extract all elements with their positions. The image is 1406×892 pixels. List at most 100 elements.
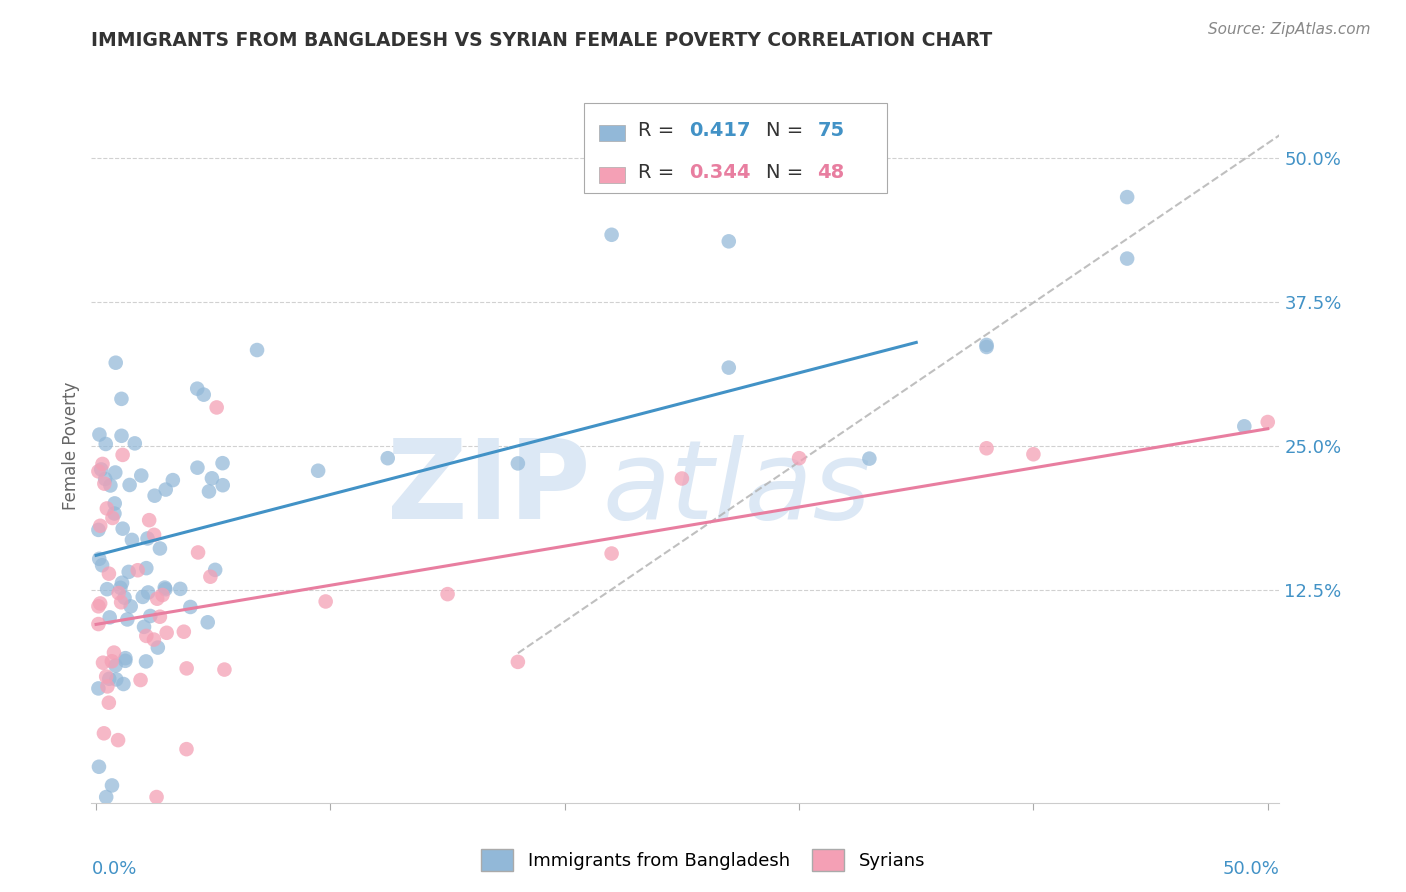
Point	[146, 591, 169, 606]
Point	[110, 429, 132, 443]
Point	[173, 624, 195, 639]
Point	[135, 629, 157, 643]
Point	[136, 532, 159, 546]
Point	[96, 680, 118, 694]
Point	[112, 677, 135, 691]
Point	[201, 471, 224, 485]
Point	[717, 235, 740, 249]
Point	[146, 640, 169, 655]
Point	[204, 563, 226, 577]
Text: N =: N =	[766, 121, 810, 140]
Point	[1233, 419, 1256, 434]
Point	[149, 609, 172, 624]
Point	[124, 436, 146, 450]
Point	[139, 609, 162, 624]
Point	[155, 582, 177, 597]
Point	[111, 522, 134, 536]
Point	[111, 575, 134, 590]
Point	[214, 663, 236, 677]
Point	[104, 658, 127, 673]
Point	[1022, 447, 1045, 461]
Text: R =: R =	[638, 163, 681, 182]
Point	[211, 456, 233, 470]
Point	[129, 468, 152, 483]
Point	[142, 632, 165, 647]
Point	[96, 501, 118, 516]
Point	[155, 483, 177, 497]
Point	[186, 382, 208, 396]
Point	[153, 581, 176, 595]
Point	[93, 476, 115, 491]
Point	[104, 356, 127, 370]
Point	[138, 513, 160, 527]
Point	[110, 595, 132, 609]
Point	[101, 654, 124, 668]
Point	[105, 673, 128, 687]
Point	[506, 457, 529, 471]
FancyBboxPatch shape	[585, 103, 887, 193]
Point	[198, 484, 221, 499]
Text: 48: 48	[817, 163, 845, 182]
Text: IMMIGRANTS FROM BANGLADESH VS SYRIAN FEMALE POVERTY CORRELATION CHART: IMMIGRANTS FROM BANGLADESH VS SYRIAN FEM…	[91, 31, 993, 50]
Point	[87, 599, 110, 614]
Point	[91, 558, 114, 573]
Point	[97, 696, 120, 710]
Point	[89, 597, 111, 611]
Y-axis label: Female Poverty: Female Poverty	[62, 382, 80, 510]
Point	[135, 561, 157, 575]
Point	[91, 457, 114, 471]
Point	[118, 478, 141, 492]
Point	[136, 585, 159, 599]
Point	[114, 654, 136, 668]
Point	[152, 588, 174, 602]
Point	[143, 489, 166, 503]
Point	[187, 545, 209, 559]
Point	[200, 570, 222, 584]
Point	[205, 401, 228, 415]
Point	[98, 610, 121, 624]
Point	[104, 466, 127, 480]
Point	[100, 478, 122, 492]
Point	[169, 582, 191, 596]
Point	[377, 451, 399, 466]
Point	[143, 528, 166, 542]
Point	[110, 581, 132, 595]
Point	[89, 427, 111, 442]
Point	[87, 681, 110, 696]
Point	[89, 551, 111, 566]
Point	[127, 563, 149, 577]
Point	[717, 360, 740, 375]
Legend: Immigrants from Bangladesh, Syrians: Immigrants from Bangladesh, Syrians	[474, 842, 932, 879]
Point	[107, 586, 129, 600]
Point	[120, 599, 142, 614]
Point	[600, 227, 623, 242]
Point	[858, 451, 880, 466]
Point	[186, 460, 208, 475]
FancyBboxPatch shape	[599, 167, 624, 183]
Point	[787, 451, 810, 466]
Point	[145, 790, 167, 805]
Point	[91, 656, 114, 670]
Point	[211, 478, 233, 492]
Point	[436, 587, 458, 601]
Point	[87, 464, 110, 478]
Point	[193, 387, 215, 401]
Point	[101, 511, 124, 525]
Text: Source: ZipAtlas.com: Source: ZipAtlas.com	[1208, 22, 1371, 37]
Point	[110, 392, 132, 406]
Point	[103, 507, 125, 521]
Point	[149, 541, 172, 556]
Point	[96, 582, 118, 596]
Point	[315, 594, 337, 608]
Point	[96, 790, 118, 805]
Point	[94, 437, 117, 451]
Text: 75: 75	[817, 121, 845, 140]
Point	[246, 343, 269, 357]
Point	[104, 496, 127, 510]
Point	[671, 471, 693, 485]
Point	[132, 590, 155, 604]
Point	[976, 442, 998, 456]
Point	[179, 599, 201, 614]
Point	[94, 472, 117, 486]
Point	[114, 651, 136, 665]
